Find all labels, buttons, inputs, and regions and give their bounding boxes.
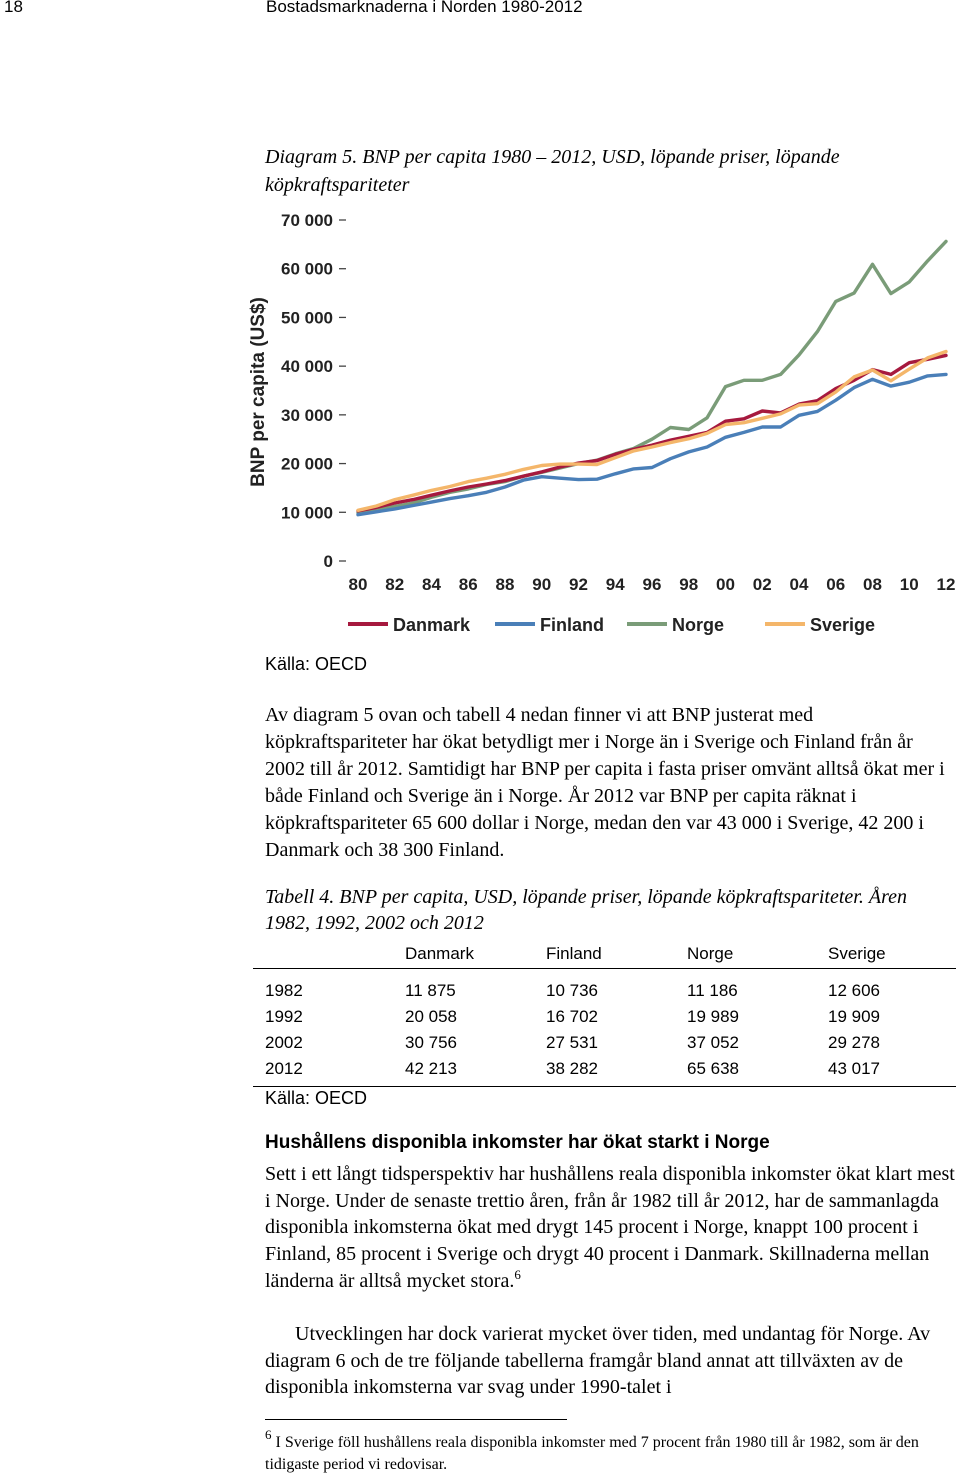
x-axis-ticks: 80 82 84 86 88 90 92 94 96 98 00 02 04 06 08 10 12 bbox=[349, 575, 956, 594]
table-cell: 65 638 bbox=[687, 1059, 739, 1078]
table-cell: 20 058 bbox=[405, 1007, 457, 1026]
table-cell: 42 213 bbox=[405, 1059, 457, 1078]
table-cell: 1982 bbox=[265, 981, 303, 1000]
x-tick-label: 08 bbox=[863, 575, 882, 594]
series-line-sverige bbox=[356, 349, 948, 512]
y-tick-label: 60 000 bbox=[281, 260, 333, 279]
y-tick-label: 30 000 bbox=[281, 406, 333, 425]
section-heading: Hushållens disponibla inkomster har ökat… bbox=[265, 1132, 770, 1153]
x-tick-label: 10 bbox=[900, 575, 919, 594]
legend-label-norge: Norge bbox=[672, 615, 724, 635]
series-lines bbox=[356, 239, 948, 517]
y-tick-label: 70 000 bbox=[281, 211, 333, 230]
footnote-reference[interactable]: 6 bbox=[514, 1266, 521, 1282]
table-cell: 37 052 bbox=[687, 1033, 739, 1052]
x-tick-label: 80 bbox=[349, 575, 368, 594]
table-cell: 12 606 bbox=[828, 981, 880, 1000]
series-line-finland bbox=[356, 372, 948, 517]
table-source: Källa: OECD bbox=[265, 1088, 368, 1108]
footnote-divider bbox=[265, 1419, 567, 1420]
x-tick-label: 00 bbox=[716, 575, 735, 594]
table-cell: 27 531 bbox=[546, 1033, 598, 1052]
gdp-table: Danmark Finland Norge Sverige 1982 11 87… bbox=[253, 940, 956, 1087]
x-tick-label: 82 bbox=[385, 575, 404, 594]
x-tick-label: 92 bbox=[569, 575, 588, 594]
table-cell: 11 875 bbox=[405, 981, 456, 1000]
body-paragraph-3-text: Utvecklingen har dock varierat mycket öv… bbox=[265, 1323, 931, 1399]
table-row: 2012 42 213 38 282 65 638 43 017 bbox=[253, 1056, 956, 1087]
y-tick-label: 0 bbox=[324, 552, 333, 571]
table-cell: 30 756 bbox=[405, 1033, 457, 1052]
table-cell: 2012 bbox=[265, 1059, 303, 1078]
running-header: Bostadsmarknaderna i Norden 1980-2012 bbox=[266, 0, 583, 16]
body-paragraph-1: Av diagram 5 ovan och tabell 4 nedan fin… bbox=[265, 704, 945, 861]
table-header-cell bbox=[253, 940, 405, 969]
body-paragraph-2: Sett i ett långt tidsperspektiv har hush… bbox=[265, 1161, 955, 1295]
y-tick-label: 50 000 bbox=[281, 308, 333, 327]
body-paragraph-3: Utvecklingen har dock varierat mycket öv… bbox=[265, 1321, 955, 1401]
footnote-text: I Sverige föll hushållens reala disponib… bbox=[265, 1434, 919, 1473]
table-row: 2002 30 756 27 531 37 052 29 278 bbox=[253, 1030, 956, 1056]
x-tick-label: 86 bbox=[459, 575, 478, 594]
table-cell: 16 702 bbox=[546, 1007, 598, 1026]
chart-source: Källa: OECD bbox=[265, 654, 368, 674]
table-cell: 10 736 bbox=[546, 981, 598, 1000]
table-cell: 1992 bbox=[265, 1007, 303, 1026]
x-tick-label: 12 bbox=[937, 575, 956, 594]
x-tick-label: 84 bbox=[422, 575, 441, 594]
footnote-number: 6 bbox=[265, 1427, 272, 1442]
y-axis-label: BNP per capita (US$) bbox=[248, 297, 269, 487]
table-row: 1982 11 875 10 736 11 186 12 606 bbox=[253, 969, 956, 1005]
table-header-row: Danmark Finland Norge Sverige bbox=[253, 940, 956, 969]
table-cell: 2002 bbox=[265, 1033, 303, 1052]
table-caption: Tabell 4. BNP per capita, USD, löpande p… bbox=[265, 886, 908, 934]
y-axis-ticks: 0 10 000 20 000 30 000 40 000 50 000 60 000 70 … bbox=[281, 211, 346, 571]
diagram-caption: Diagram 5. BNP per capita 1980 – 2012, U… bbox=[265, 146, 840, 196]
table-cell: 38 282 bbox=[546, 1059, 598, 1078]
x-tick-label: 04 bbox=[790, 575, 809, 594]
table-cell: 19 909 bbox=[828, 1007, 880, 1026]
table-header-cell: Norge bbox=[687, 944, 734, 963]
gdp-line-chart: BNP per capita (US$) 0 10 000 20 000 30 000… bbox=[248, 211, 956, 635]
table-cell: 19 989 bbox=[687, 1007, 739, 1026]
x-tick-label: 02 bbox=[753, 575, 772, 594]
legend-label-sverige: Sverige bbox=[810, 615, 875, 635]
table-header-cell: Finland bbox=[546, 944, 602, 963]
x-tick-label: 94 bbox=[606, 575, 625, 594]
footnote: 6 I Sverige föll hushållens reala dispon… bbox=[265, 1428, 955, 1476]
x-tick-label: 06 bbox=[826, 575, 845, 594]
x-tick-label: 98 bbox=[679, 575, 698, 594]
page-number: 18 bbox=[4, 0, 23, 16]
body-paragraph-2-text: Sett i ett långt tidsperspektiv har hush… bbox=[265, 1163, 955, 1292]
legend-label-danmark: Danmark bbox=[393, 615, 471, 635]
table-cell: 43 017 bbox=[828, 1059, 880, 1078]
table-header-cell: Danmark bbox=[405, 944, 474, 963]
x-tick-label: 90 bbox=[532, 575, 551, 594]
y-tick-label: 10 000 bbox=[281, 503, 333, 522]
table-cell: 29 278 bbox=[828, 1033, 880, 1052]
y-tick-label: 40 000 bbox=[281, 357, 333, 376]
y-axis-label-text: BNP per capita (US$) bbox=[248, 297, 269, 487]
table-header-cell: Sverige bbox=[828, 944, 886, 963]
chart-legend: Danmark Finland Norge Sverige bbox=[348, 615, 875, 635]
table-row: 1992 20 058 16 702 19 989 19 909 bbox=[253, 1004, 956, 1030]
table-cell: 11 186 bbox=[687, 981, 738, 1000]
y-tick-label: 20 000 bbox=[281, 455, 333, 474]
legend-label-finland: Finland bbox=[540, 615, 604, 635]
x-tick-label: 96 bbox=[643, 575, 662, 594]
x-tick-label: 88 bbox=[496, 575, 515, 594]
